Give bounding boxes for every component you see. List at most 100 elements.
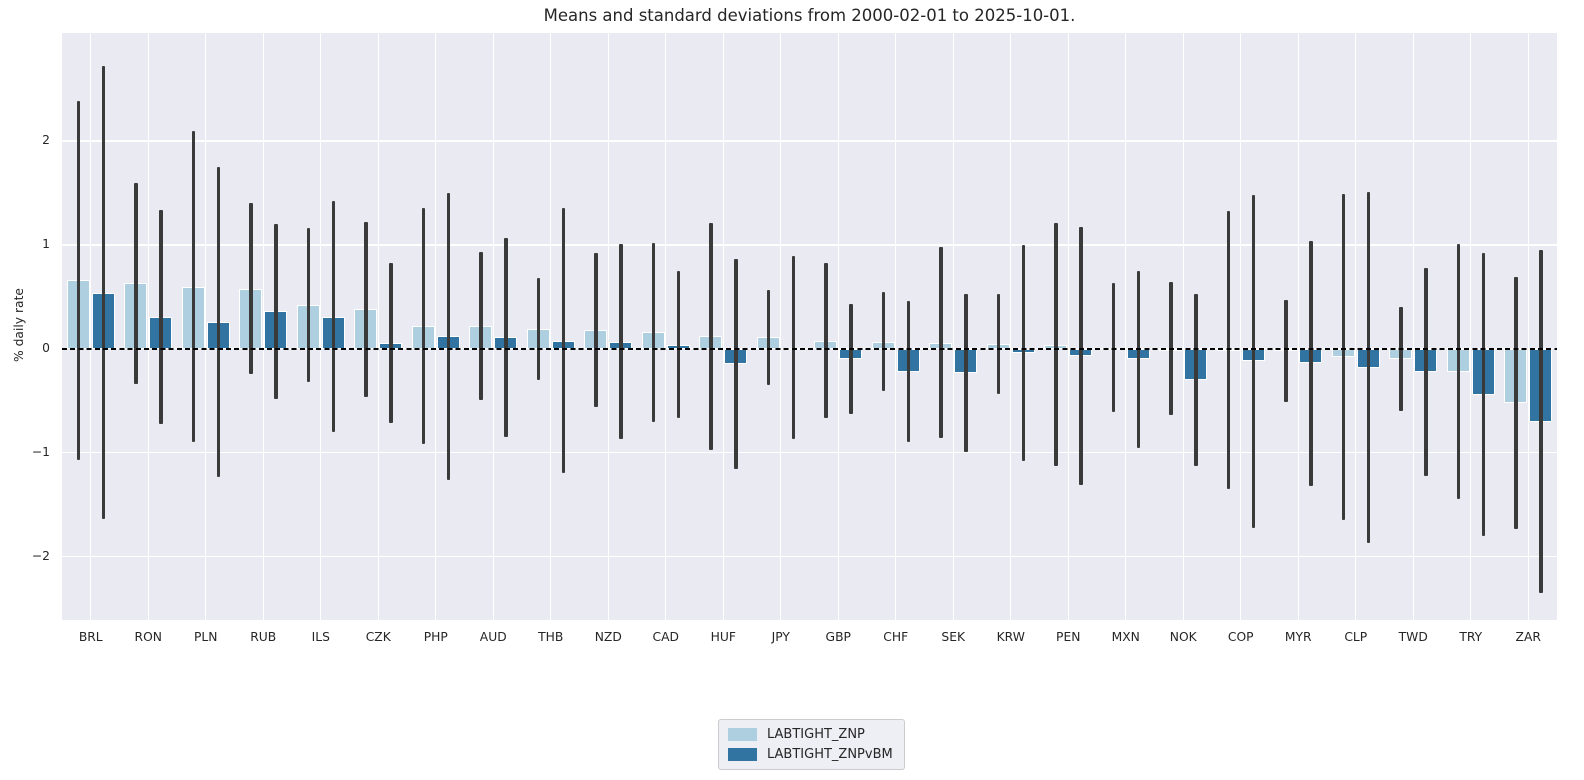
gridline-vertical (205, 33, 207, 620)
error-bar-thb-znp (536, 278, 540, 380)
error-bar-pln-znp (191, 130, 195, 443)
x-tick-label-clp: CLP (1344, 630, 1368, 644)
x-tick-label-cad: CAD (652, 630, 679, 644)
error-bar-gbp-znp (824, 262, 828, 419)
y-tick-label: −1 (31, 444, 50, 459)
y-tick-label: 0 (42, 340, 50, 355)
error-bar-php-znp (421, 207, 425, 445)
gridline-vertical (952, 33, 954, 620)
error-bar-zar-znp (1514, 277, 1518, 529)
x-tick-label-twd: TWD (1398, 630, 1428, 644)
error-bar-rub-znp (249, 203, 253, 374)
error-bar-pln-znpvbm (216, 167, 220, 477)
gridline-vertical (1527, 33, 1529, 620)
x-tick-label-thb: THB (538, 630, 564, 644)
error-bar-krw-znpvbm (1021, 244, 1025, 462)
gridline-vertical (895, 33, 897, 620)
error-bar-sek-znp (939, 247, 943, 439)
x-tick-label-nzd: NZD (594, 630, 622, 644)
x-tick-label-pen: PEN (1056, 630, 1081, 644)
error-bar-ils-znpvbm (331, 201, 335, 432)
error-bar-chf-znp (881, 291, 885, 392)
error-bar-czk-znpvbm (389, 262, 393, 423)
error-bar-ron-znpvbm (159, 209, 163, 424)
error-bar-cad-znpvbm (676, 270, 680, 419)
error-bar-huf-znpvbm (734, 259, 738, 470)
legend-swatch-dark-blue (728, 748, 757, 761)
legend-label-znp: LABTIGHT_ZNP (767, 727, 865, 742)
gridline-horizontal (62, 244, 1557, 246)
error-bar-mxn-znp (1111, 283, 1115, 413)
error-bar-cop-znp (1226, 210, 1230, 490)
gridline-vertical (1355, 33, 1357, 620)
y-axis-label: % daily rate (12, 288, 26, 362)
error-bar-cop-znpvbm (1251, 195, 1255, 528)
gridline-horizontal (62, 140, 1557, 142)
gridline-vertical (320, 33, 322, 620)
gridline-vertical (837, 33, 839, 620)
error-bar-czk-znp (364, 222, 368, 397)
gridline-vertical (435, 33, 437, 620)
x-tick-label-gbp: GBP (825, 630, 851, 644)
x-tick-label-aud: AUD (479, 630, 507, 644)
error-bar-thb-znpvbm (561, 207, 565, 474)
legend-item-znp: LABTIGHT_ZNP (728, 727, 893, 742)
error-bar-cad-znp (651, 242, 655, 422)
error-bar-jpy-znpvbm (791, 256, 795, 440)
error-bar-try-znp (1456, 243, 1460, 500)
error-bar-huf-znp (709, 223, 713, 450)
x-tick-label-mxn: MXN (1111, 630, 1140, 644)
error-bar-nzd-znpvbm (619, 243, 623, 440)
error-bar-ron-znp (134, 182, 138, 385)
gridline-horizontal (62, 452, 1557, 454)
gridline-vertical (607, 33, 609, 620)
error-bar-aud-znpvbm (504, 237, 508, 438)
gridline-vertical (1125, 33, 1127, 620)
x-tick-label-ils: ILS (311, 630, 330, 644)
gridline-vertical (1412, 33, 1414, 620)
error-bar-aud-znp (479, 252, 483, 400)
error-bar-ils-znp (306, 228, 310, 383)
gridline-vertical (550, 33, 552, 620)
chart-title: Means and standard deviations from 2000-… (543, 6, 1076, 25)
error-bar-clp-znpvbm (1366, 191, 1370, 544)
error-bar-brl-znp (76, 100, 80, 460)
gridline-vertical (722, 33, 724, 620)
error-bar-chf-znpvbm (906, 301, 910, 443)
x-tick-label-brl: BRL (78, 630, 103, 644)
y-tick-label: −2 (31, 548, 50, 563)
error-bar-pen-znp (1054, 223, 1058, 467)
gridline-vertical (90, 33, 92, 620)
gridline-vertical (780, 33, 782, 620)
gridline-vertical (1182, 33, 1184, 620)
error-bar-gbp-znpvbm (849, 304, 853, 415)
gridline-vertical (147, 33, 149, 620)
x-tick-label-chf: CHF (883, 630, 909, 644)
error-bar-nzd-znp (594, 253, 598, 407)
legend: LABTIGHT_ZNP LABTIGHT_ZNPvBM (718, 719, 905, 770)
x-tick-label-krw: KRW (996, 630, 1025, 644)
gridline-vertical (1067, 33, 1069, 620)
error-bar-brl-znpvbm (101, 66, 105, 520)
legend-swatch-light-blue (728, 728, 757, 741)
error-bar-pen-znpvbm (1079, 227, 1083, 485)
legend-item-znpvbm: LABTIGHT_ZNPvBM (728, 747, 893, 762)
x-tick-label-zar: ZAR (1515, 630, 1541, 644)
zero-reference-line (62, 348, 1557, 350)
x-tick-label-try: TRY (1459, 630, 1483, 644)
x-tick-label-czk: CZK (365, 630, 391, 644)
error-bar-mxn-znpvbm (1136, 270, 1140, 448)
error-bar-zar-znpvbm (1539, 250, 1543, 593)
gridline-vertical (377, 33, 379, 620)
legend-label-znpvbm: LABTIGHT_ZNPvBM (767, 747, 893, 762)
x-tick-label-sek: SEK (941, 630, 966, 644)
error-bar-try-znpvbm (1481, 253, 1485, 536)
error-bar-nok-znpvbm (1194, 293, 1198, 467)
error-bar-php-znpvbm (446, 192, 450, 480)
x-tick-label-huf: HUF (710, 630, 736, 644)
error-bar-twd-znp (1399, 307, 1403, 412)
y-tick-label: 2 (42, 133, 50, 148)
error-bar-sek-znpvbm (964, 293, 968, 452)
gridline-vertical (665, 33, 667, 620)
